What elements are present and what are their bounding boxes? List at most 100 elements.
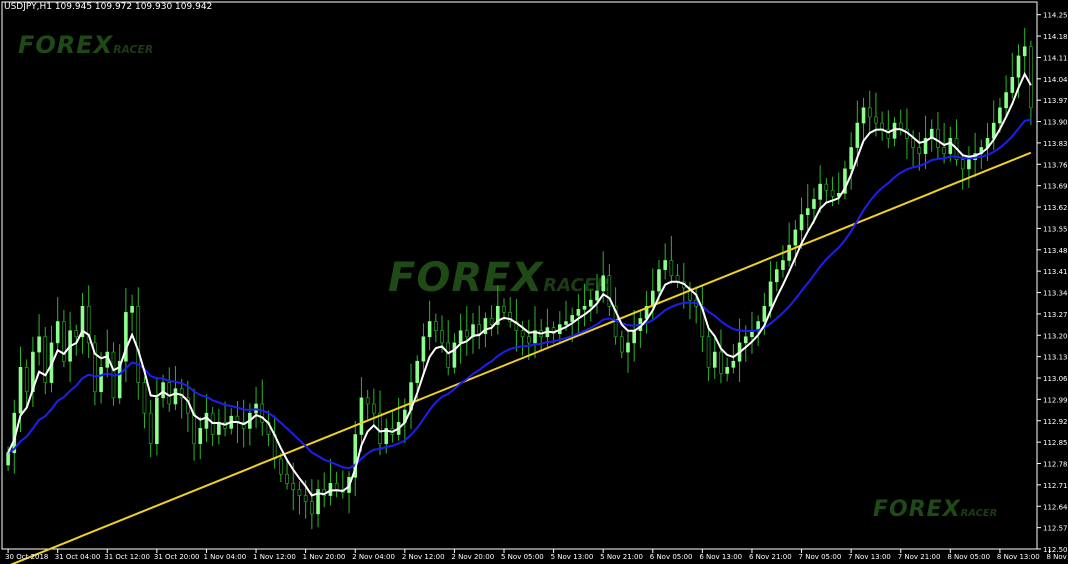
candle-body xyxy=(582,305,587,310)
candle-body xyxy=(793,229,798,246)
candle-body xyxy=(477,324,482,335)
x-tick-label: 7 Nov 13:00 xyxy=(848,553,891,561)
y-tick-label: 112.575 xyxy=(1043,525,1068,533)
candle-body xyxy=(774,269,779,283)
y-tick-label: 112.715 xyxy=(1043,482,1068,490)
candle-body xyxy=(440,330,444,344)
candle-body xyxy=(911,138,915,148)
candle-body xyxy=(657,269,661,292)
candle-body xyxy=(93,342,97,393)
x-tick-label: 31 Oct 20:00 xyxy=(154,553,200,561)
candle-body xyxy=(303,495,308,502)
y-tick-label: 113.485 xyxy=(1043,247,1068,255)
x-tick-label: 31 Oct 12:00 xyxy=(104,553,150,561)
candle-body xyxy=(998,107,1002,124)
x-tick-label: 5 Nov 13:00 xyxy=(551,553,594,561)
candle-body xyxy=(1016,55,1021,78)
candle-body xyxy=(167,382,172,405)
candle-body xyxy=(1022,46,1027,57)
watermark-main: FOREX xyxy=(873,497,961,522)
candle-body xyxy=(86,305,91,344)
candle-body xyxy=(483,318,488,335)
y-tick-label: 114.045 xyxy=(1043,76,1068,84)
y-tick-label: 112.855 xyxy=(1043,439,1068,447)
y-tick-label: 113.065 xyxy=(1043,375,1068,383)
y-tick-label: 113.345 xyxy=(1043,290,1068,298)
y-tick-label: 112.645 xyxy=(1043,503,1068,511)
candle-body xyxy=(861,107,866,124)
candle-body xyxy=(372,403,376,414)
candle-body xyxy=(570,315,574,322)
candle-body xyxy=(669,260,674,277)
candle-body xyxy=(824,183,829,191)
candle-body xyxy=(365,397,370,405)
x-tick-label: 8 Nov 05:00 xyxy=(947,553,990,561)
x-tick-label: 2 Nov 04:00 xyxy=(352,553,395,561)
candle-body xyxy=(663,260,667,270)
watermark-main: FOREX xyxy=(18,31,114,59)
y-tick-label: 113.555 xyxy=(1043,225,1068,233)
y-tick-label: 113.835 xyxy=(1043,140,1068,148)
y-tick-label: 113.135 xyxy=(1043,354,1068,362)
candle-body xyxy=(285,473,289,484)
watermark-logo: FOREXRACER xyxy=(873,497,997,522)
candle-body xyxy=(1010,76,1015,93)
candle-body xyxy=(55,321,60,344)
y-tick-label: 113.905 xyxy=(1043,119,1068,127)
candle-body xyxy=(241,421,246,429)
candle-body xyxy=(1004,92,1008,109)
y-tick-label: 114.185 xyxy=(1043,33,1068,41)
candle-body xyxy=(967,159,971,170)
x-tick-label: 5 Nov 21:00 xyxy=(600,553,643,561)
candle-body xyxy=(161,382,165,399)
candle-body xyxy=(99,367,103,393)
candle-body xyxy=(812,199,816,209)
y-tick-label: 113.625 xyxy=(1043,204,1068,212)
candle-body xyxy=(731,360,736,368)
y-tick-label: 112.785 xyxy=(1043,461,1068,469)
candle-body xyxy=(855,122,860,148)
candle-body xyxy=(316,489,320,515)
candle-body xyxy=(18,367,23,414)
x-tick-label: 7 Nov 05:00 xyxy=(799,553,842,561)
candle-body xyxy=(384,428,389,444)
watermark-logo: FOREXRACER xyxy=(388,255,610,301)
x-tick-label: 8 Nov 13:00 xyxy=(997,553,1040,561)
candle-body xyxy=(173,388,178,405)
candle-body xyxy=(564,321,568,325)
candle-body xyxy=(446,342,451,368)
candle-body xyxy=(805,208,810,215)
y-tick-label: 114.255 xyxy=(1043,12,1068,20)
candle-body xyxy=(706,336,711,368)
x-tick-label: 1 Nov 12:00 xyxy=(253,553,296,561)
candle-body xyxy=(843,168,847,194)
candle-body xyxy=(148,412,153,444)
candle-body xyxy=(712,351,717,368)
candle-body xyxy=(526,336,531,344)
candle-body xyxy=(1029,46,1033,109)
candle-body xyxy=(24,367,29,393)
candle-body xyxy=(619,336,624,353)
candle-body xyxy=(378,412,382,444)
ma-fast-line xyxy=(7,71,1032,497)
candle-body xyxy=(607,275,612,307)
candle-body xyxy=(799,214,804,231)
candle-body xyxy=(458,330,463,344)
x-tick-label: 2 Nov 20:00 xyxy=(451,553,494,561)
candle-body xyxy=(489,318,494,325)
candle-body xyxy=(465,330,469,338)
candle-body xyxy=(520,330,525,338)
candle-body xyxy=(62,321,66,362)
candle-body xyxy=(830,189,835,197)
x-tick-label: 1 Nov 20:00 xyxy=(303,553,346,561)
candle-body xyxy=(117,360,122,399)
x-tick-label: 8 Nov 21:00 xyxy=(1046,553,1068,561)
y-tick-label: 112.995 xyxy=(1043,396,1068,404)
candle-body xyxy=(204,412,209,429)
candle-body xyxy=(898,122,903,130)
y-tick-label: 113.275 xyxy=(1043,311,1068,319)
candle-body xyxy=(936,128,940,148)
candle-body xyxy=(514,321,519,331)
candle-body xyxy=(626,342,630,353)
